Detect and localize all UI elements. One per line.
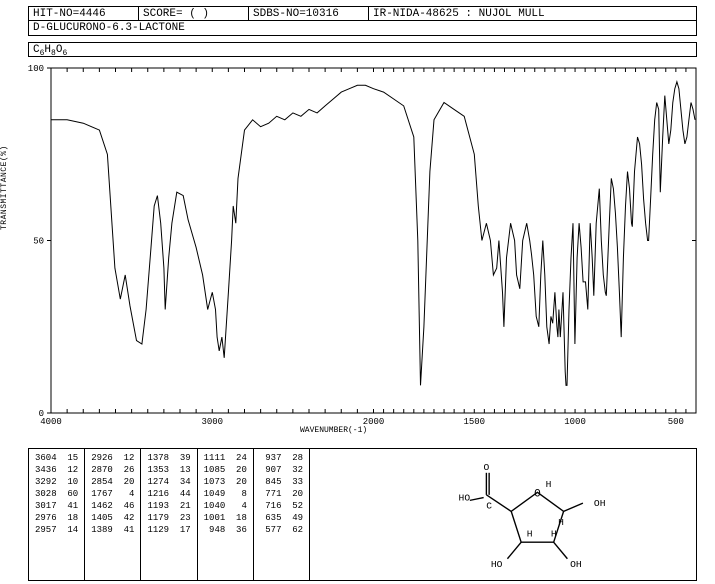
svg-text:OH: OH <box>594 498 606 509</box>
svg-text:O: O <box>484 462 490 473</box>
svg-text:H: H <box>527 529 533 540</box>
peak-table: 3604 15 3436 12 3292 10 3028 60 3017 41 … <box>28 448 310 581</box>
peak-column: 1111 24 1085 20 1073 20 1049 8 1040 4 10… <box>198 449 254 580</box>
svg-text:O: O <box>534 488 541 500</box>
svg-text:H: H <box>558 517 564 528</box>
peak-column: 2926 12 2870 26 2854 20 1767 4 1462 46 1… <box>85 449 141 580</box>
hit-no-cell: HIT-NO=4446 <box>29 7 139 20</box>
svg-text:1500: 1500 <box>463 417 485 427</box>
peak-column: 937 28 907 32 845 33 771 20 716 52 635 4… <box>254 449 309 580</box>
svg-text:H: H <box>546 479 552 490</box>
bottom-panel: 3604 15 3436 12 3292 10 3028 60 3017 41 … <box>28 448 697 581</box>
svg-text:HO: HO <box>459 492 471 503</box>
header-row-1: HIT-NO=4446 SCORE= ( ) SDBS-NO=10316 IR-… <box>28 6 697 21</box>
structure-diagram: OOHOCOHOHHOHHHH <box>310 448 697 581</box>
svg-text:HO: HO <box>491 559 503 570</box>
compound-name: D-GLUCURONO-6.3-LACTONE <box>28 21 697 36</box>
sdbs-cell: SDBS-NO=10316 <box>249 7 369 20</box>
svg-text:C: C <box>486 501 492 512</box>
svg-text:3000: 3000 <box>201 417 223 427</box>
peak-column: 3604 15 3436 12 3292 10 3028 60 3017 41 … <box>29 449 85 580</box>
svg-text:50: 50 <box>33 237 44 247</box>
svg-text:1000: 1000 <box>564 417 586 427</box>
y-axis-label: TRANSMITTANCE(%) <box>0 145 9 230</box>
formula: C6H8O6 <box>28 42 697 57</box>
ir-cell: IR-NIDA-48625 : NUJOL MULL <box>369 7 696 20</box>
x-axis-label: WAVENUMBER(-1) <box>300 426 367 435</box>
score-cell: SCORE= ( ) <box>139 7 249 20</box>
svg-text:4000: 4000 <box>40 417 62 427</box>
spectrum-plot: 05010040003000200015001000500 <box>23 68 645 413</box>
header-block: HIT-NO=4446 SCORE= ( ) SDBS-NO=10316 IR-… <box>28 6 697 57</box>
svg-text:500: 500 <box>668 417 684 427</box>
svg-text:H: H <box>551 529 557 540</box>
svg-text:100: 100 <box>28 64 44 74</box>
peak-column: 1378 39 1353 13 1274 34 1216 44 1193 21 … <box>141 449 197 580</box>
svg-text:OH: OH <box>570 559 582 570</box>
